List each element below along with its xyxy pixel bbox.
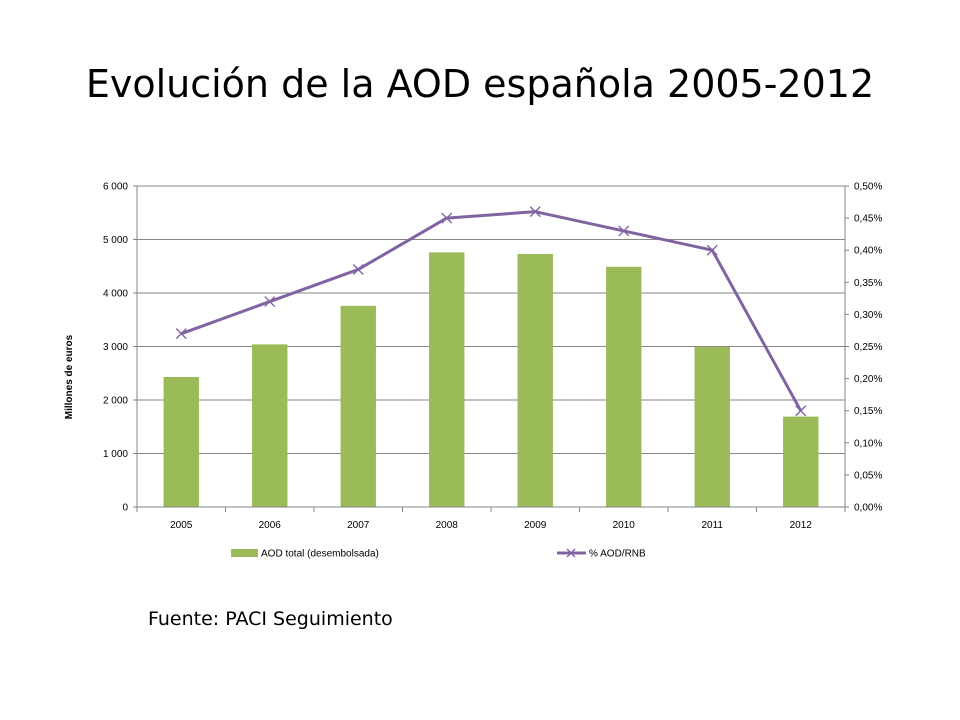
y-tick-label: 5 000 [103, 235, 128, 246]
line-point-marker [264, 296, 276, 308]
legend-label-line: % AOD/RNB [589, 549, 646, 560]
gridlines [137, 185, 845, 454]
source-note: Fuente: PACI Seguimiento [148, 608, 393, 630]
legend-swatch-marker [566, 548, 576, 558]
y2-tick-label: 0,50% [854, 182, 882, 193]
y-axis-label: Millones de euros [64, 334, 75, 419]
y2-tick-label: 0,25% [854, 342, 882, 353]
line-point-marker [352, 263, 364, 275]
y2-tick-label: 0,20% [854, 374, 882, 385]
y-tick-label: 0 [122, 503, 128, 514]
y2-tick-label: 0,15% [854, 406, 882, 417]
y2-tick-label: 0,00% [854, 503, 882, 514]
x-tick-label: 2010 [613, 520, 636, 531]
y-tick-label: 6 000 [103, 182, 128, 193]
x-tick-label: 2007 [347, 520, 370, 531]
tick-labels: 0 1 000 2 000 3 000 4 000 5 000 6 000 0,00% 0,05… [103, 182, 882, 532]
line-point-marker [441, 212, 453, 224]
line-series [175, 206, 807, 417]
bar [694, 347, 730, 507]
bar [783, 416, 819, 507]
x-tick-label: 2009 [524, 520, 547, 531]
line-point-marker [618, 225, 630, 237]
y-tick-label: 2 000 [103, 396, 128, 407]
line-point-marker [706, 244, 718, 256]
y2-tick-label: 0,45% [854, 214, 882, 225]
line-point-marker [175, 328, 187, 340]
legend-swatch-bar [231, 549, 258, 557]
bar-series [163, 252, 819, 507]
bar [252, 344, 288, 507]
line-point-marker [529, 206, 541, 218]
x-tick-label: 2006 [259, 520, 282, 531]
y2-tick-label: 0,35% [854, 278, 882, 289]
line-series-path [180, 210, 803, 412]
y-tick-label: 1 000 [103, 449, 128, 460]
line-point-marker [795, 405, 807, 417]
legend: AOD total (desembolsada) % AOD/RNB [231, 549, 646, 560]
x-tick-label: 2012 [790, 520, 813, 531]
y2-tick-label: 0,05% [854, 470, 882, 481]
bar [606, 266, 642, 507]
bar [517, 253, 553, 507]
axes [133, 185, 849, 512]
bar [163, 376, 199, 507]
y2-tick-label: 0,30% [854, 310, 882, 321]
x-tick-label: 2008 [436, 520, 459, 531]
legend-label-bar: AOD total (desembolsada) [261, 549, 379, 560]
bar [429, 252, 465, 507]
bar [340, 305, 376, 507]
y-tick-label: 3 000 [103, 342, 128, 353]
y2-tick-label: 0,40% [854, 246, 882, 257]
slide-title: Evolución de la AOD española 2005-2012 [85, 62, 875, 106]
y-tick-label: 4 000 [103, 289, 128, 300]
x-tick-label: 2011 [701, 520, 723, 531]
x-tick-label: 2005 [170, 520, 193, 531]
y2-tick-label: 0,10% [854, 438, 882, 449]
